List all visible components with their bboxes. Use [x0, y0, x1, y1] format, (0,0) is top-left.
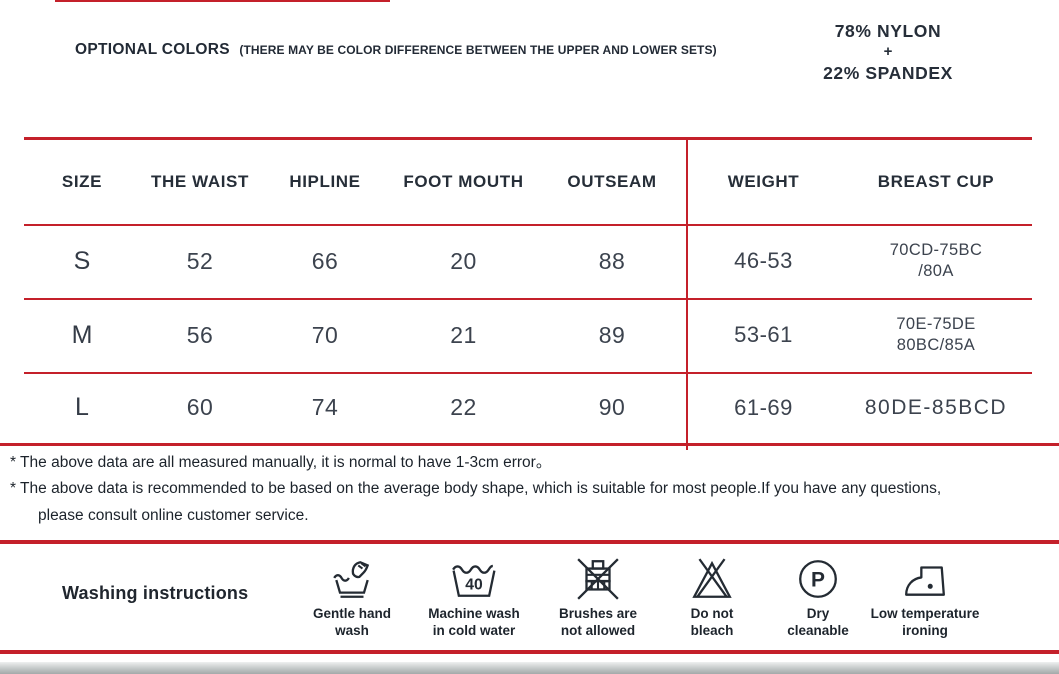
row-m-hipline: 70 — [311, 321, 339, 348]
fabric-line1: 78% NYLON — [834, 21, 942, 41]
washing-top-rule — [0, 540, 1059, 544]
top-partial-rule — [55, 0, 390, 2]
table-vertical-divider — [686, 140, 688, 450]
col-header-size: SIZE — [61, 172, 103, 191]
col-header-outseam: OUTSEAM — [567, 172, 657, 191]
table-header-rule — [24, 224, 1032, 226]
no-brush-icon — [536, 554, 660, 602]
hand-wash-icon — [290, 554, 414, 602]
washing-item-gentle-hand-wash: Gentle hand wash — [290, 554, 414, 640]
washing-item-label-line1: Do not — [690, 606, 734, 621]
row-s-size: S — [73, 246, 91, 275]
row-m-waist: 56 — [186, 321, 214, 348]
washing-item-label-line2: ironing — [902, 623, 948, 639]
washing-item-label-line2: in cold water — [432, 623, 516, 639]
row-l-waist: 60 — [186, 394, 214, 420]
do-not-bleach-icon — [650, 554, 774, 602]
table-top-rule — [24, 137, 1032, 140]
bottom-cropped-band — [0, 662, 1059, 674]
row-s-weight: 46-53 — [734, 248, 793, 273]
col-header-foot-mouth: FOOT MOUTH — [403, 172, 524, 191]
row-m-weight: 53-61 — [734, 322, 793, 347]
fabric-line2: 22% SPANDEX — [823, 63, 953, 83]
row-l-foot-mouth: 22 — [450, 394, 477, 420]
washing-item-machine-wash: 40 Machine wash in cold water — [412, 554, 536, 640]
row-l-hipline: 74 — [311, 394, 339, 420]
row-l-size: L — [75, 393, 89, 421]
row-m-breast-cup-line1: 70E-75DE — [896, 314, 976, 333]
optional-colors-note: (THERE MAY BE COLOR DIFFERENCE BETWEEN T… — [239, 43, 717, 57]
col-header-the-waist: THE WAIST — [151, 172, 249, 191]
washing-item-label-line1: Low temperature — [870, 606, 980, 621]
col-header-breast-cup: BREAST CUP — [877, 172, 995, 191]
washing-item-label-line1: Dry — [806, 606, 830, 621]
table-row-rule-2 — [24, 372, 1032, 374]
row-l-outseam: 90 — [598, 394, 626, 420]
row-s-outseam: 88 — [598, 247, 626, 274]
fabric-composition: 78% NYLON + 22% SPANDEX — [756, 21, 1020, 84]
row-m-size: M — [71, 320, 93, 349]
row-m-breast-cup-line2: 80BC/85A — [896, 336, 976, 354]
dry-clean-p-icon: P — [756, 554, 880, 602]
row-s-waist: 52 — [186, 247, 214, 274]
note-2: * The above data is recommended to be ba… — [10, 480, 942, 524]
table-bottom-rule — [0, 443, 1059, 446]
row-m-breast-cup: 70E-75DE 80BC/85A — [840, 298, 1032, 372]
washing-item-label-line1: Gentle hand — [312, 606, 391, 621]
row-s-breast-cup: 70CD-75BC /80A — [840, 224, 1032, 298]
optional-colors-label: OPTIONAL COLORS — [75, 41, 230, 58]
row-s-foot-mouth: 20 — [450, 247, 477, 274]
note-1: * The above data are all measured manual… — [10, 454, 552, 471]
dry-clean-letter: P — [811, 568, 825, 591]
row-m-outseam: 89 — [598, 321, 626, 348]
size-table: SIZE THE WAIST HIPLINE FOOT MOUTH OUTSEA… — [24, 140, 1032, 443]
washing-item-no-brush: Brushes are not allowed — [536, 554, 660, 640]
table-row-rule-1 — [24, 298, 1032, 300]
washing-item-do-not-bleach: Do not bleach — [650, 554, 774, 640]
row-l-breast-cup: 80DE-85BCD — [864, 395, 1008, 419]
low-temp-iron-icon — [863, 554, 987, 602]
washing-item-label-line2: wash — [335, 623, 369, 639]
washing-item-label-line1: Brushes are — [558, 606, 638, 621]
fabric-plus: + — [883, 43, 893, 60]
washing-item-label-line1: Machine wash — [428, 606, 520, 621]
row-s-hipline: 66 — [311, 247, 339, 274]
row-l-weight: 61-69 — [734, 394, 793, 420]
washing-instructions-title: Washing instructions — [62, 583, 249, 603]
machine-wash-temp: 40 — [465, 576, 483, 593]
washing-item-label-line2: cleanable — [787, 623, 849, 639]
machine-wash-40-icon: 40 — [412, 554, 536, 602]
washing-item-dry-cleanable: P Dry cleanable — [756, 554, 880, 640]
row-s-breast-cup-line1: 70CD-75BC — [889, 240, 983, 259]
row-m-foot-mouth: 21 — [450, 321, 477, 348]
optional-colors-line: OPTIONAL COLORS (THERE MAY BE COLOR DIFF… — [75, 41, 717, 59]
measurement-notes: * The above data are all measured manual… — [10, 450, 942, 529]
washing-bottom-rule — [0, 650, 1059, 654]
washing-item-label-line2: not allowed — [560, 623, 636, 639]
col-header-hipline: HIPLINE — [289, 172, 361, 191]
row-s-breast-cup-line2: /80A — [918, 262, 954, 280]
washing-item-label-line2: bleach — [690, 623, 734, 639]
col-header-weight: WEIGHT — [727, 172, 800, 191]
washing-item-low-temp-ironing: Low temperature ironing — [863, 554, 987, 640]
